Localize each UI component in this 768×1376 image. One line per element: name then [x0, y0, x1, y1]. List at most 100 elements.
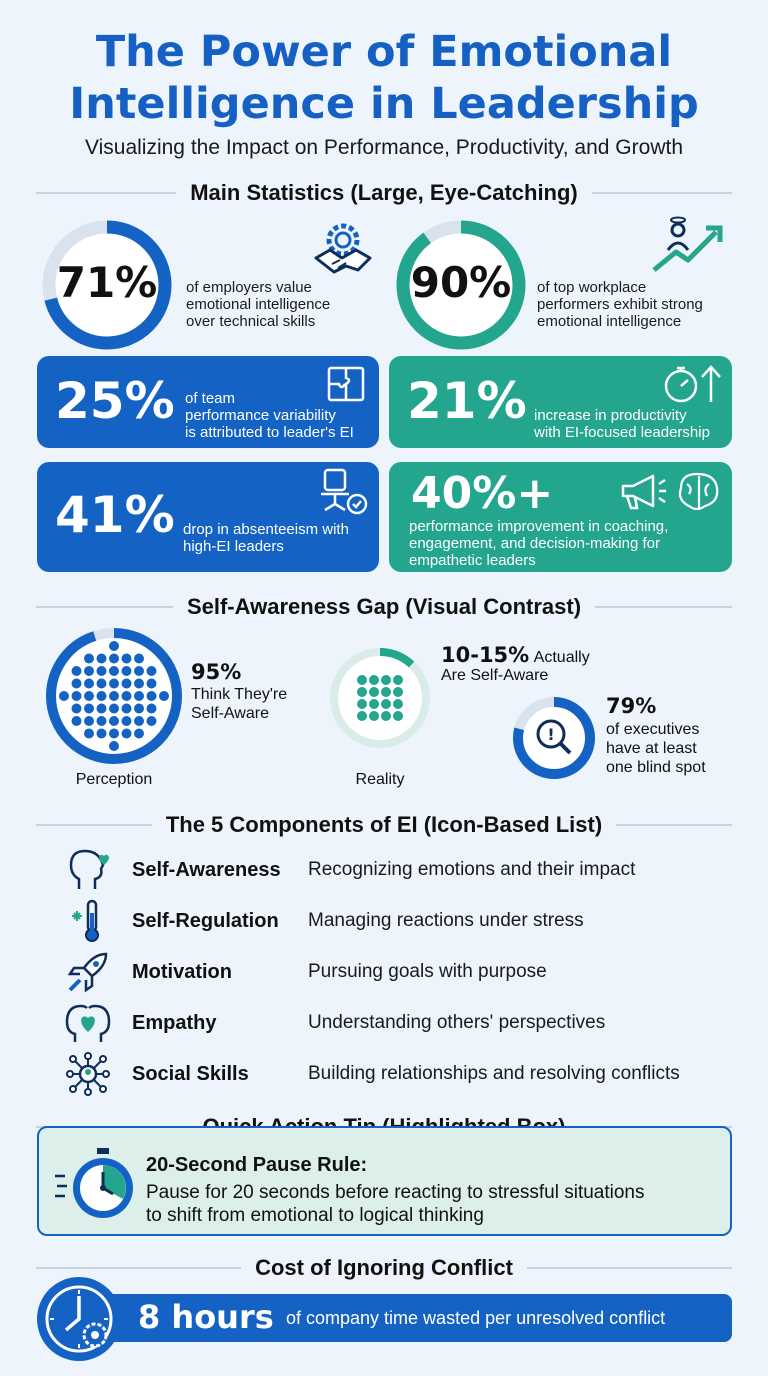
reality-value: 10-15% — [441, 643, 530, 667]
executives-desc: of executives have at least one blind sp… — [606, 720, 706, 777]
component-desc: Recognizing emotions and their impact — [308, 859, 636, 880]
performers-ring-arc — [396, 220, 526, 350]
dot — [134, 678, 144, 689]
dot — [381, 699, 391, 709]
team-value: 25% — [55, 372, 175, 430]
dot — [71, 666, 82, 676]
perception-desc-line1: Think They're — [191, 686, 288, 703]
clock-gear-icon — [37, 1277, 121, 1361]
dot — [121, 678, 132, 689]
absenteeism-card: 41% drop in absenteeism with high-EI lea… — [37, 462, 379, 572]
employers-value: 71% — [56, 258, 158, 307]
dot — [159, 691, 169, 701]
section-components: The 5 Components of EI (Icon-Based List) — [36, 810, 733, 840]
absenteeism-value: 41% — [55, 486, 175, 544]
improvement-desc-line2: engagement, and decision-making for — [409, 535, 660, 552]
dot — [109, 666, 119, 676]
dot — [134, 716, 144, 726]
dot — [96, 703, 107, 714]
dot — [121, 716, 132, 726]
performers-ring — [396, 220, 526, 350]
perception-desc-line2: Self-Aware — [191, 705, 269, 722]
dot — [134, 666, 144, 676]
component-desc: Pursuing goals with purpose — [308, 961, 547, 982]
improvement-desc: performance improvement in coaching, eng… — [409, 518, 668, 569]
dot — [121, 728, 132, 739]
executives-desc-line1: of executives — [606, 721, 700, 738]
perception-desc: Think They're Self-Aware — [191, 685, 287, 723]
tip-body-line1: Pause for 20 seconds before reacting to … — [146, 1182, 645, 1203]
productivity-desc: increase in productivity with EI-focused… — [534, 407, 710, 441]
dot — [121, 653, 132, 664]
perception-value: 95% — [191, 660, 242, 684]
reality-desc-line2: Are Self-Aware — [441, 667, 549, 684]
dot — [121, 691, 132, 701]
dot — [357, 711, 367, 721]
dot — [109, 703, 119, 714]
dot — [109, 691, 119, 701]
dot — [59, 691, 69, 701]
dot — [109, 741, 119, 751]
dot — [381, 711, 391, 721]
dot — [84, 666, 94, 676]
section-main-stats-title: Main Statistics (Large, Eye-Catching) — [190, 180, 578, 205]
component-desc: Managing reactions under stress — [308, 910, 584, 931]
performers-desc-line1: of top workplace — [537, 279, 647, 296]
dot — [146, 666, 157, 676]
dot — [71, 678, 82, 689]
stopwatch-up-icon — [664, 365, 721, 403]
productivity-desc-line1: increase in productivity — [534, 407, 687, 424]
page-title-line2: Intelligence in Leadership — [69, 79, 699, 129]
dot — [369, 687, 379, 697]
dot — [109, 716, 119, 726]
dot — [121, 666, 132, 676]
employers-desc-line1: of employers value — [186, 279, 312, 296]
improvement-card: 40%+ performance improvement in coaching… — [389, 462, 732, 572]
team-desc-line2: performance variability — [185, 407, 336, 424]
dot — [96, 666, 107, 676]
section-gap: Self-Awareness Gap (Visual Contrast) — [36, 592, 732, 622]
employers-ring — [42, 220, 172, 350]
executives-value: 79% — [606, 694, 657, 718]
employers-desc: of employers value emotional intelligenc… — [186, 279, 330, 330]
network-icon — [60, 1052, 116, 1096]
dot — [96, 653, 107, 664]
team-desc: of team performance variability is attri… — [185, 390, 354, 441]
tip-body: Pause for 20 seconds before reacting to … — [146, 1181, 645, 1227]
perception-ring — [46, 628, 182, 764]
dot — [134, 728, 144, 739]
dot — [357, 675, 367, 685]
productivity-value: 21% — [407, 372, 527, 430]
dot — [381, 675, 391, 685]
dot — [393, 675, 403, 685]
page-subtitle: Visualizing the Impact on Performance, P… — [84, 136, 683, 159]
dot — [357, 687, 367, 697]
svg-text:!: ! — [547, 725, 554, 744]
dot — [369, 711, 379, 721]
dot — [84, 728, 94, 739]
component-row: Self-Awareness Recognizing emotions and … — [60, 848, 740, 892]
dot — [121, 703, 132, 714]
reality-label: Reality — [355, 771, 405, 788]
dot — [393, 687, 403, 697]
perception-ring-arc — [46, 628, 182, 764]
cost-bar: 8 hours of company time wasted per unres… — [104, 1294, 732, 1342]
improvement-desc-line3: empathetic leaders — [409, 552, 536, 569]
component-row: Motivation Pursuing goals with purpose — [60, 950, 740, 994]
team-card: 25% of team performance variability is a… — [37, 356, 379, 448]
dot — [393, 711, 403, 721]
absenteeism-desc-line1: drop in absenteeism with — [183, 521, 349, 538]
dot — [96, 728, 107, 739]
stopwatch-icon — [55, 1148, 133, 1218]
improvement-value: 40%+ — [411, 468, 554, 519]
reality-ring — [330, 648, 430, 748]
executives-desc-line3: one blind spot — [606, 759, 706, 776]
dot — [96, 678, 107, 689]
dot — [369, 699, 379, 709]
tip-box: 20-Second Pause Rule: Pause for 20 secon… — [37, 1126, 732, 1236]
reality-desc-line1: Actually — [533, 649, 590, 666]
section-cost-title: Cost of Ignoring Conflict — [255, 1255, 513, 1280]
performers-desc-line2: performers exhibit strong — [537, 296, 703, 313]
dot — [146, 703, 157, 714]
dot — [146, 678, 157, 689]
